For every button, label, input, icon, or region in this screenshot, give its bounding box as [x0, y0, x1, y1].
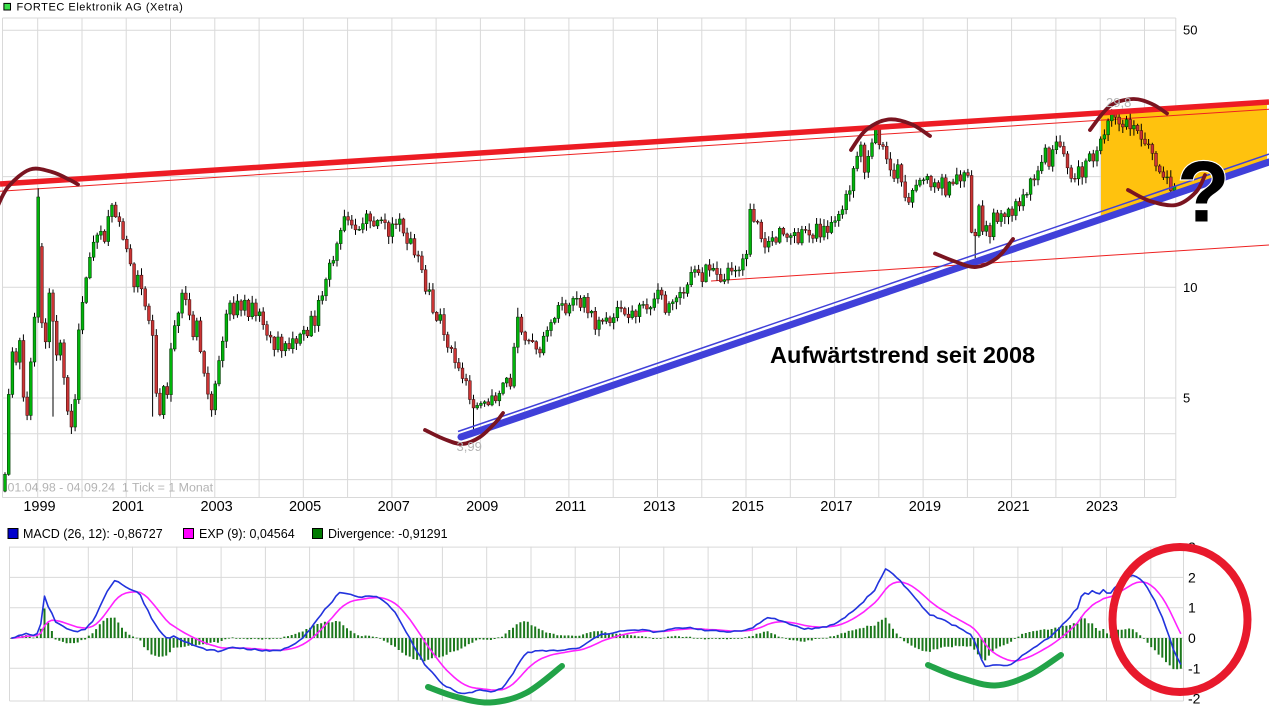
svg-text:2009: 2009: [466, 499, 498, 515]
svg-text:2019: 2019: [909, 499, 941, 515]
svg-text:FORTEC Elektronik AG (Xetra): FORTEC Elektronik AG (Xetra): [17, 1, 184, 13]
svg-text:0: 0: [1188, 630, 1196, 646]
svg-text:?: ?: [1177, 145, 1230, 241]
svg-text:Aufwärtstrend seit 2008: Aufwärtstrend seit 2008: [770, 342, 1035, 368]
svg-text:50: 50: [1183, 23, 1197, 38]
svg-text:01.04.98 - 04.09.24 1 Tick =: 01.04.98 - 04.09.24 1 Tick = 1 Monat: [8, 481, 214, 495]
svg-text:29,8: 29,8: [1106, 95, 1131, 110]
svg-text:10: 10: [1183, 280, 1197, 295]
svg-text:2001: 2001: [112, 499, 144, 515]
svg-text:1: 1: [1188, 600, 1196, 616]
svg-text:2013: 2013: [643, 499, 675, 515]
svg-text:2017: 2017: [820, 499, 852, 515]
svg-text:2021: 2021: [997, 499, 1029, 515]
svg-text:1999: 1999: [23, 499, 55, 515]
svg-text:-1: -1: [1188, 660, 1201, 676]
svg-text:2003: 2003: [200, 499, 232, 515]
svg-text:2015: 2015: [732, 499, 764, 515]
svg-text:EXP (9): 0,04564: EXP (9): 0,04564: [199, 527, 295, 541]
svg-text:MACD (26, 12): -0,86727: MACD (26, 12): -0,86727: [23, 527, 163, 541]
svg-text:2023: 2023: [1086, 499, 1118, 515]
svg-text:2011: 2011: [555, 499, 586, 515]
svg-text:2005: 2005: [289, 499, 321, 515]
svg-text:Divergence: -0,91291: Divergence: -0,91291: [328, 527, 448, 541]
svg-text:5: 5: [1183, 391, 1190, 406]
svg-text:3,99: 3,99: [457, 439, 482, 454]
svg-text:2: 2: [1188, 569, 1196, 585]
svg-text:2007: 2007: [378, 499, 410, 515]
